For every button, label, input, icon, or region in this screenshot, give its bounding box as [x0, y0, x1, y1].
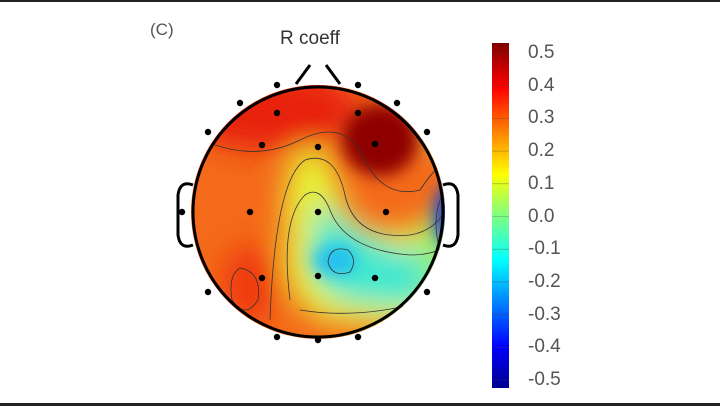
frame-bottom-border	[0, 403, 720, 406]
electrode-marker	[314, 336, 322, 344]
electrode-marker	[423, 128, 431, 136]
frame-top-border	[0, 0, 720, 2]
electrode-marker	[246, 208, 254, 216]
colorbar-tick-label: -0.4	[528, 336, 561, 358]
colorbar-tick-label: 0.2	[528, 140, 555, 162]
colorbar-tick-label: -0.1	[528, 238, 561, 260]
electrode-marker	[258, 274, 266, 282]
panel-label: (C)	[150, 20, 174, 39]
colorbar-tick-label: 0.5	[528, 42, 555, 63]
colorbar-tick-label: -0.5	[528, 369, 561, 390]
electrode-marker	[371, 274, 379, 282]
electrode-marker	[178, 208, 186, 216]
colorbar-tick-label: 0.0	[528, 205, 555, 227]
electrode-marker	[273, 109, 281, 117]
colorbar-tick-label: 0.3	[528, 107, 555, 129]
electrode-marker	[273, 81, 281, 89]
electrode-marker	[258, 141, 266, 149]
right-ear-icon	[442, 182, 460, 248]
electrode-marker	[273, 333, 281, 341]
electrode-marker	[354, 333, 362, 341]
electrodes	[178, 81, 431, 344]
electrode-marker	[382, 208, 390, 216]
electrode-marker	[314, 272, 322, 280]
electrode-marker	[354, 81, 362, 89]
electrode-marker	[354, 109, 362, 117]
electrode-marker	[204, 288, 212, 296]
colorbar-tick-label: -0.2	[528, 270, 561, 292]
colorbar	[492, 43, 509, 388]
electrode-marker	[371, 140, 379, 148]
electrode-marker	[423, 288, 431, 296]
electrode-marker	[393, 99, 401, 107]
electrode-marker	[314, 208, 322, 216]
colorbar-tick-label: 0.1	[528, 172, 555, 194]
electrode-marker	[236, 99, 244, 107]
chart-title: R coeff	[280, 28, 340, 49]
nose-icon	[294, 64, 342, 85]
left-ear-icon	[176, 182, 194, 248]
colorbar-tick-label: 0.4	[528, 74, 555, 96]
electrode-marker	[314, 143, 322, 151]
colorbar-tick-label: -0.3	[528, 303, 561, 325]
electrode-marker	[204, 128, 212, 136]
